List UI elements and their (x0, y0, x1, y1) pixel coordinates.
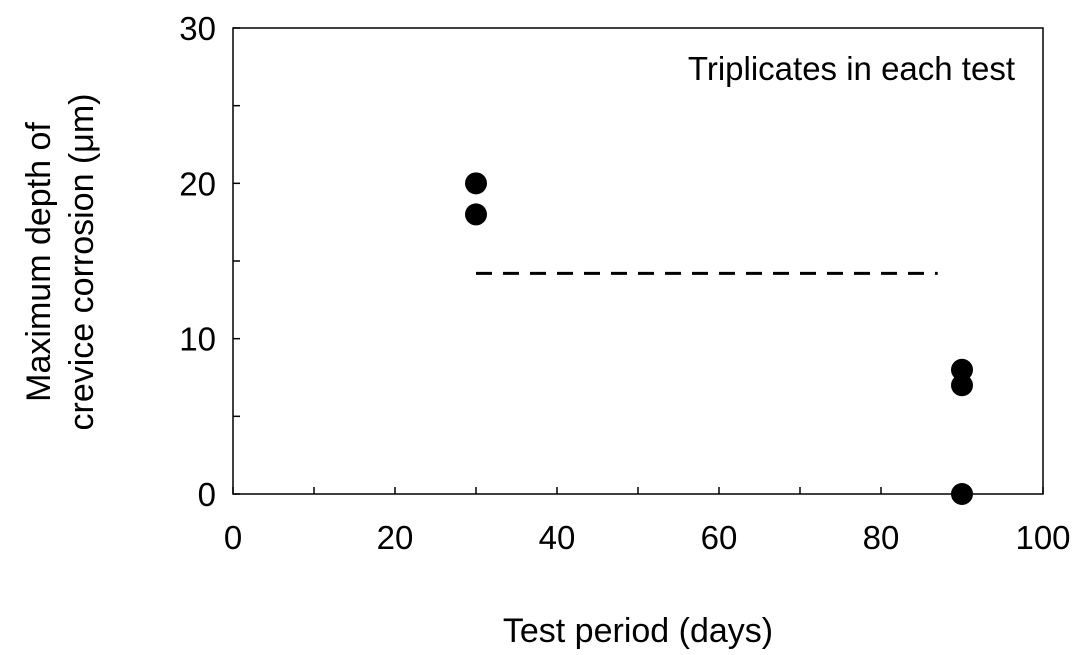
y-axis-title-line-2: crevice corrosion (μm) (63, 94, 101, 431)
x-tick-label-20: 20 (377, 519, 414, 556)
x-tick-label-60: 60 (701, 519, 738, 556)
y-tick-label-0: 0 (198, 476, 216, 513)
x-axis-title: Test period (days) (503, 612, 773, 650)
axis-tick-labels: 0 20 40 60 80 100 0 10 20 30 (179, 10, 1070, 556)
plot-area (232, 27, 1044, 495)
data-point-0-0 (465, 172, 487, 195)
data-point-0-2 (951, 358, 973, 381)
y-axis-title: Maximum depth of crevice corrosion (μm) (20, 94, 101, 431)
y-tick-label-10: 10 (179, 321, 216, 358)
x-tick-label-80: 80 (863, 519, 900, 556)
annotation-triplicates: Triplicates in each test (688, 50, 1015, 87)
x-tick-label-100: 100 (1015, 519, 1070, 556)
data-points (465, 172, 973, 505)
y-axis-title-line-1: Maximum depth of (20, 122, 58, 402)
data-point-0-3 (951, 374, 973, 397)
data-point-0-4 (951, 483, 973, 505)
plot-border (232, 27, 1044, 495)
x-tick-label-0: 0 (224, 519, 242, 556)
y-tick-label-30: 30 (179, 10, 216, 47)
y-tick-label-20: 20 (179, 165, 216, 202)
axis-ticks (232, 27, 1044, 495)
data-point-0-1 (465, 203, 487, 226)
x-tick-label-40: 40 (539, 519, 576, 556)
